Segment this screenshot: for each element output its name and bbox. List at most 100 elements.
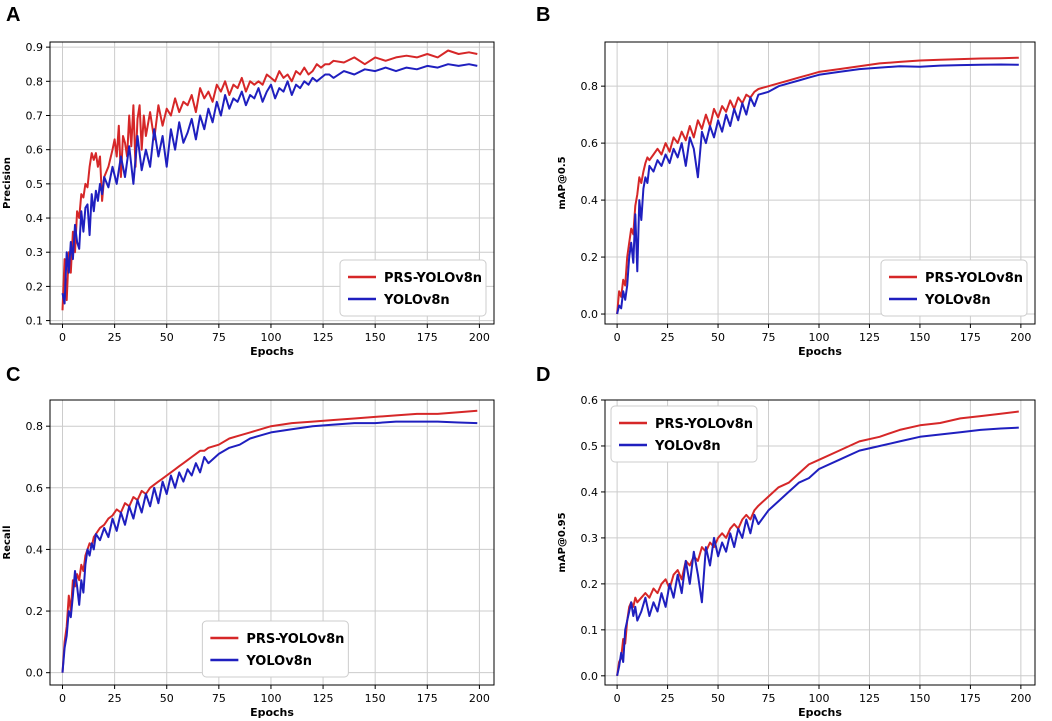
y-tick-label: 0.4 xyxy=(581,194,599,207)
y-tick-label: 0.4 xyxy=(26,212,44,225)
x-tick-label: 175 xyxy=(960,692,981,705)
y-tick-label: 0.2 xyxy=(581,251,599,264)
x-tick-label: 0 xyxy=(59,331,66,344)
legend-box xyxy=(339,259,487,317)
legend-label: YOLOv8n xyxy=(383,293,450,308)
x-tick-label: 175 xyxy=(417,692,438,705)
series-line-yolov8n xyxy=(616,426,1019,677)
series-line-yolov8n xyxy=(61,420,478,673)
x-tick-label: 50 xyxy=(711,331,725,344)
legend-label: PRS-YOLOv8n xyxy=(925,271,1023,286)
panel-c: C 0 25 50 75 100 125 150 175 200 0.0 0.2 0.4 0.6 0.8 E… xyxy=(0,360,520,721)
panel-letter: D xyxy=(536,364,551,386)
y-axis-label: mAP@0.95 xyxy=(557,512,568,572)
legend-label: PRS-YOLOv8n xyxy=(246,632,344,647)
x-tick-label: 50 xyxy=(160,692,174,705)
x-tick-label: 200 xyxy=(469,692,490,705)
series-line-prs-yolov8n xyxy=(61,49,478,311)
legend-label: PRS-YOLOv8n xyxy=(655,417,753,432)
chart-a-svg: 0 25 50 75 100 125 150 175 200 0.1 0.2 0.3 0.4 0.5 0.6… xyxy=(2,41,495,358)
legend-label: YOLOv8n xyxy=(654,439,721,454)
x-tick-label: 125 xyxy=(313,331,334,344)
y-tick-label: 0.9 xyxy=(26,41,44,54)
x-tick-label: 50 xyxy=(160,331,174,344)
x-tick-label: 75 xyxy=(212,331,226,344)
x-axis-label: Epochs xyxy=(798,706,842,719)
x-tick-label: 175 xyxy=(960,331,981,344)
x-tick-label: 25 xyxy=(108,692,122,705)
series-line-yolov8n xyxy=(61,63,478,305)
x-tick-label: 150 xyxy=(909,331,930,344)
y-axis-label: Recall xyxy=(2,525,13,559)
x-tick-label: 25 xyxy=(108,331,122,344)
x-tick-label: 75 xyxy=(762,692,776,705)
x-tick-label: 0 xyxy=(59,692,66,705)
x-tick-label: 125 xyxy=(859,331,880,344)
y-tick-label: 0.1 xyxy=(581,624,599,637)
y-tick-label: 0.2 xyxy=(26,280,44,293)
panel-letter: A xyxy=(6,4,21,26)
y-tick-label: 0.0 xyxy=(581,670,599,683)
x-tick-label: 75 xyxy=(762,331,776,344)
panel-d: D 0 25 50 75 100 125 150 175 200 0.0 0.1 0.2 0.3 0.4 0… xyxy=(530,360,1050,721)
chart-d-svg: 0 25 50 75 100 125 150 175 200 0.0 0.1 0.2 0.3 0.4 0.5… xyxy=(557,394,1036,719)
x-tick-label: 150 xyxy=(909,692,930,705)
y-tick-label: 0.5 xyxy=(26,178,44,191)
y-tick-label: 0.6 xyxy=(581,394,599,407)
y-tick-label: 0.8 xyxy=(26,420,44,433)
y-tick-label: 0.6 xyxy=(26,144,44,157)
y-tick-label: 0.0 xyxy=(581,308,599,321)
x-tick-label: 125 xyxy=(859,692,880,705)
y-tick-label: 0.2 xyxy=(26,605,44,618)
x-axis-label: Epochs xyxy=(250,706,294,719)
x-tick-label: 100 xyxy=(808,692,829,705)
panel-b: B 0 25 50 75 100 125 150 175 200 0.0 0.2 0.4 0.6 0.8 E… xyxy=(530,0,1050,360)
legend-box xyxy=(610,405,758,463)
x-tick-label: 200 xyxy=(469,331,490,344)
plot-frame xyxy=(49,399,495,686)
chart-c-svg: 0 25 50 75 100 125 150 175 200 0.0 0.2 0.4 0.6 0.8 Epo… xyxy=(2,399,495,719)
y-tick-label: 0.2 xyxy=(581,578,599,591)
y-tick-label: 0.5 xyxy=(581,440,599,453)
x-tick-label: 100 xyxy=(260,692,281,705)
y-tick-label: 0.6 xyxy=(26,482,44,495)
series-line-prs-yolov8n xyxy=(616,410,1019,676)
x-tick-label: 150 xyxy=(365,692,386,705)
x-tick-label: 125 xyxy=(313,692,334,705)
y-tick-label: 0.4 xyxy=(26,543,44,556)
x-axis-label: Epochs xyxy=(250,345,294,358)
y-tick-label: 0.3 xyxy=(26,246,44,259)
chart-b-svg: 0 25 50 75 100 125 150 175 200 0.0 0.2 0.4 0.6 0.8 Epo… xyxy=(557,41,1036,358)
series-line-prs-yolov8n xyxy=(616,56,1019,315)
x-tick-label: 0 xyxy=(614,692,621,705)
x-tick-label: 100 xyxy=(808,331,829,344)
legend-label: YOLOv8n xyxy=(924,293,991,308)
y-axis-label: Precision xyxy=(2,157,13,209)
y-tick-label: 0.0 xyxy=(26,667,44,680)
y-tick-label: 0.7 xyxy=(26,109,44,122)
x-tick-label: 0 xyxy=(614,331,621,344)
x-tick-label: 150 xyxy=(365,331,386,344)
plot-frame xyxy=(49,41,495,325)
x-tick-label: 200 xyxy=(1010,331,1031,344)
panel-a: A 0 25 50 75 100 125 150 175 200 0.1 0.2 0.3 0.4 0.5 0… xyxy=(0,0,520,360)
panel-letter: C xyxy=(6,364,21,386)
x-tick-label: 175 xyxy=(417,331,438,344)
legend-box xyxy=(201,620,349,678)
x-tick-label: 75 xyxy=(212,692,226,705)
y-axis-label: mAP@0.5 xyxy=(557,156,568,209)
y-tick-label: 0.8 xyxy=(581,80,599,93)
panel-letter: B xyxy=(536,4,551,26)
x-tick-label: 25 xyxy=(661,692,675,705)
y-tick-label: 0.3 xyxy=(581,532,599,545)
x-tick-label: 25 xyxy=(661,331,675,344)
legend-box xyxy=(880,259,1028,317)
legend-label: YOLOv8n xyxy=(245,654,312,669)
x-tick-label: 50 xyxy=(711,692,725,705)
legend-label: PRS-YOLOv8n xyxy=(384,271,482,286)
x-tick-label: 200 xyxy=(1010,692,1031,705)
y-tick-label: 0.4 xyxy=(581,486,599,499)
plot-frame xyxy=(604,41,1036,325)
series-line-yolov8n xyxy=(616,63,1019,315)
x-axis-label: Epochs xyxy=(798,345,842,358)
